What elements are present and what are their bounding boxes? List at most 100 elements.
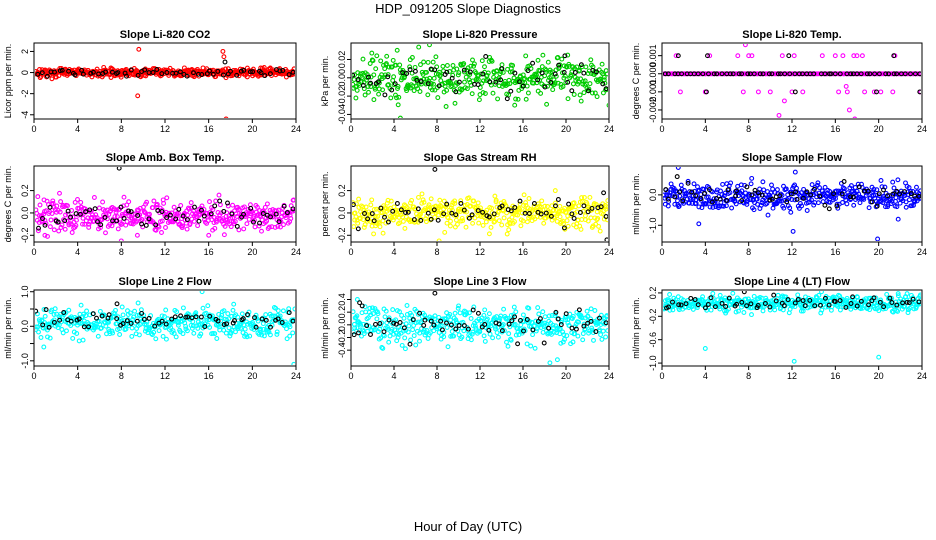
data-point: [284, 336, 290, 342]
data-point-black: [767, 197, 773, 203]
outlier-point: [742, 44, 748, 48]
outlier-point: [735, 53, 741, 59]
data-point-black: [421, 322, 427, 328]
data-point: [254, 316, 260, 322]
data-point: [588, 306, 594, 312]
data-point-black: [128, 320, 134, 326]
data-point: [749, 175, 755, 181]
data-point-black: [412, 68, 418, 74]
data-point-black: [837, 298, 843, 304]
data-point: [588, 57, 594, 63]
data-point: [441, 334, 447, 340]
data-point: [848, 183, 854, 189]
data-point: [815, 180, 821, 186]
x-tick-label: 16: [830, 371, 840, 381]
data-point-black: [850, 294, 856, 300]
data-point-black: [159, 209, 165, 215]
data-point: [531, 80, 537, 86]
data-point: [484, 316, 490, 322]
data-point-black: [597, 315, 602, 321]
data-point: [675, 198, 680, 204]
data-point: [815, 200, 821, 206]
data-point-black: [479, 324, 485, 330]
data-point: [597, 228, 603, 234]
data-point-black: [228, 68, 233, 74]
data-point: [578, 76, 584, 82]
y-tick-label: -0.4: [337, 342, 347, 358]
data-point: [428, 196, 434, 202]
data-point: [365, 315, 371, 321]
data-point-black: [449, 210, 455, 216]
data-point-black: [910, 296, 916, 302]
data-point-black: [398, 207, 404, 213]
data-point-black: [40, 322, 46, 328]
data-point: [550, 322, 556, 328]
data-point: [113, 209, 119, 215]
data-point: [822, 184, 828, 190]
x-tick-label: 20: [874, 371, 884, 381]
data-point-black: [569, 325, 575, 331]
data-point-black: [435, 217, 441, 223]
data-point: [484, 72, 490, 78]
data-points: [35, 291, 295, 365]
data-point-black: [72, 72, 78, 78]
data-point-black: [80, 71, 86, 77]
outlier-point-black: [674, 174, 680, 180]
data-point: [205, 303, 211, 309]
data-point: [118, 74, 124, 80]
data-point-black: [425, 210, 431, 216]
data-point-black: [787, 71, 793, 77]
data-point: [526, 305, 532, 311]
data-point: [672, 201, 678, 207]
data-point: [35, 324, 41, 330]
data-point: [362, 304, 368, 310]
data-point-black: [848, 194, 854, 200]
y-tick-label: 0.2: [337, 184, 347, 197]
data-point: [266, 224, 272, 230]
x-tick-label: 24: [604, 124, 614, 134]
data-point: [435, 95, 441, 101]
data-point-black: [752, 187, 758, 193]
data-point-black: [258, 70, 264, 76]
data-point: [464, 86, 470, 92]
data-point: [534, 326, 540, 332]
outlier-point: [790, 228, 796, 234]
data-point: [581, 90, 587, 96]
data-point: [207, 324, 213, 330]
data-point: [212, 225, 218, 231]
data-point: [399, 342, 405, 348]
data-point: [397, 309, 402, 315]
data-point: [388, 95, 394, 101]
data-point-black: [496, 321, 502, 327]
data-point: [575, 81, 581, 87]
data-point-black: [705, 302, 711, 307]
data-point: [888, 201, 894, 207]
data-point-black: [723, 304, 729, 309]
data-point: [382, 314, 388, 320]
data-point-black: [542, 84, 548, 90]
data-point: [454, 66, 460, 72]
data-point-black: [760, 71, 766, 77]
data-point-black: [475, 208, 481, 214]
data-point: [49, 211, 55, 216]
data-point: [80, 221, 85, 227]
data-point: [481, 333, 487, 339]
data-point: [760, 179, 766, 185]
data-point: [456, 206, 462, 212]
data-point: [499, 62, 505, 68]
data-point-black: [676, 302, 682, 308]
data-point-black: [77, 211, 83, 217]
data-point-black: [260, 211, 266, 216]
x-tick-label: 12: [475, 371, 485, 381]
data-point: [520, 218, 526, 224]
data-point-black: [461, 323, 467, 329]
data-point-black: [385, 219, 391, 225]
data-point: [760, 308, 766, 314]
data-point-black: [585, 320, 591, 326]
y-tick-label: 0.2: [20, 184, 30, 197]
data-point: [594, 94, 600, 100]
data-point: [184, 226, 190, 232]
data-point: [86, 221, 92, 227]
data-point-black: [834, 203, 840, 209]
data-point: [743, 296, 749, 302]
